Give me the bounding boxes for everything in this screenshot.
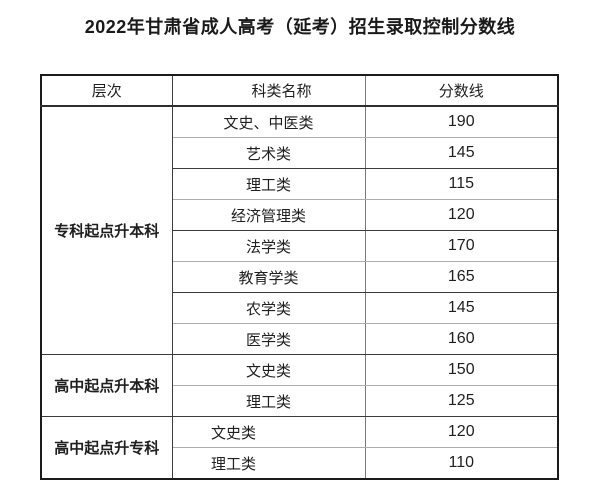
header-cell-score: 分数线 — [365, 75, 558, 107]
score-cell: 190 — [365, 106, 558, 138]
level-label: 高中起点升专科 — [54, 440, 160, 457]
score-cell: 160 — [365, 323, 558, 355]
category-cell: 艺术类 — [172, 137, 366, 169]
score-cell: 165 — [365, 261, 558, 293]
level-cell: 专科起点升本科 — [41, 106, 173, 355]
category-cell: 文史类 — [172, 416, 366, 448]
header-label-category: 科类名称 — [251, 83, 312, 100]
score-value: 170 — [447, 237, 475, 254]
score-cell: 145 — [365, 292, 558, 324]
category-cell: 医学类 — [172, 323, 366, 355]
category-label: 法学类 — [245, 238, 291, 256]
score-cell: 115 — [365, 168, 558, 200]
category-cell: 文史、中医类 — [172, 106, 366, 138]
table-row: 高中起点升本科 文史类 150 — [41, 354, 558, 417]
score-cell: 110 — [365, 447, 558, 480]
category-cell: 教育学类 — [172, 261, 366, 293]
category-label: 文史类 — [210, 424, 256, 442]
category-cell: 理工类 — [172, 447, 366, 480]
score-value: 190 — [447, 113, 475, 130]
score-cell: 120 — [365, 199, 558, 231]
table-row: 教育学类 165 — [41, 261, 558, 293]
header-cell-level: 层次 — [41, 75, 173, 107]
score-cell: 125 — [365, 385, 558, 417]
category-label: 农学类 — [245, 300, 291, 318]
score-value: 165 — [447, 268, 475, 285]
category-label: 医学类 — [245, 331, 291, 349]
score-value: 110 — [448, 454, 474, 471]
header-label-level: 层次 — [91, 83, 122, 100]
score-value: 160 — [447, 330, 475, 347]
score-cell: 170 — [365, 230, 558, 262]
table-row: 医学类 160 — [41, 323, 558, 355]
category-label: 文史、中医类 — [223, 114, 314, 132]
table-row: 理工类 125 — [41, 385, 558, 417]
category-cell: 法学类 — [172, 230, 366, 262]
score-table: 层次 科类名称 分数线 专科起点升本科 文史、中医类 190 艺术类 145 理工类 115… — [40, 74, 559, 480]
table-row: 理工类 115 — [41, 168, 558, 200]
score-value: 145 — [447, 144, 475, 161]
table-row: 经济管理类 120 — [41, 199, 558, 231]
category-label: 理工类 — [210, 455, 256, 473]
category-label: 艺术类 — [245, 145, 291, 163]
score-value: 125 — [447, 392, 475, 409]
header-label-score: 分数线 — [438, 83, 484, 100]
score-value: 120 — [447, 423, 475, 440]
table-row: 农学类 145 — [41, 292, 558, 324]
category-cell: 文史类 — [172, 354, 366, 386]
score-value: 120 — [447, 206, 475, 223]
table-row: 专科起点升本科 文史、中医类 190 — [41, 106, 558, 355]
category-label: 理工类 — [245, 393, 291, 411]
table-row: 艺术类 145 — [41, 137, 558, 169]
level-cell: 高中起点升专科 — [41, 416, 173, 480]
category-cell: 经济管理类 — [172, 199, 366, 231]
table-row: 法学类 170 — [41, 230, 558, 262]
table-row: 高中起点升专科 文史类 120 — [41, 416, 558, 480]
score-value: 145 — [447, 299, 475, 316]
category-label: 教育学类 — [238, 269, 299, 287]
level-label: 专科起点升本科 — [54, 223, 160, 240]
table-header-row: 层次 科类名称 分数线 — [41, 75, 558, 107]
category-cell: 理工类 — [172, 168, 366, 200]
category-label: 文史类 — [245, 362, 291, 380]
category-label: 理工类 — [245, 176, 291, 194]
table-row: 理工类 110 — [41, 447, 558, 480]
score-value: 115 — [448, 175, 474, 192]
level-label: 高中起点升本科 — [54, 378, 160, 395]
score-cell: 150 — [365, 354, 558, 386]
category-label: 经济管理类 — [230, 207, 306, 225]
score-cell: 145 — [365, 137, 558, 169]
level-cell: 高中起点升本科 — [41, 354, 173, 417]
score-cell: 120 — [365, 416, 558, 448]
table-body: 专科起点升本科 文史、中医类 190 艺术类 145 理工类 115 经济管理类 120 法学类 1… — [41, 106, 558, 480]
score-value: 150 — [447, 361, 475, 378]
page-title: 2022年甘肃省成人高考（延考）招生录取控制分数线 — [84, 17, 516, 37]
category-cell: 理工类 — [172, 385, 366, 417]
category-cell: 农学类 — [172, 292, 366, 324]
header-cell-category: 科类名称 — [172, 75, 366, 107]
